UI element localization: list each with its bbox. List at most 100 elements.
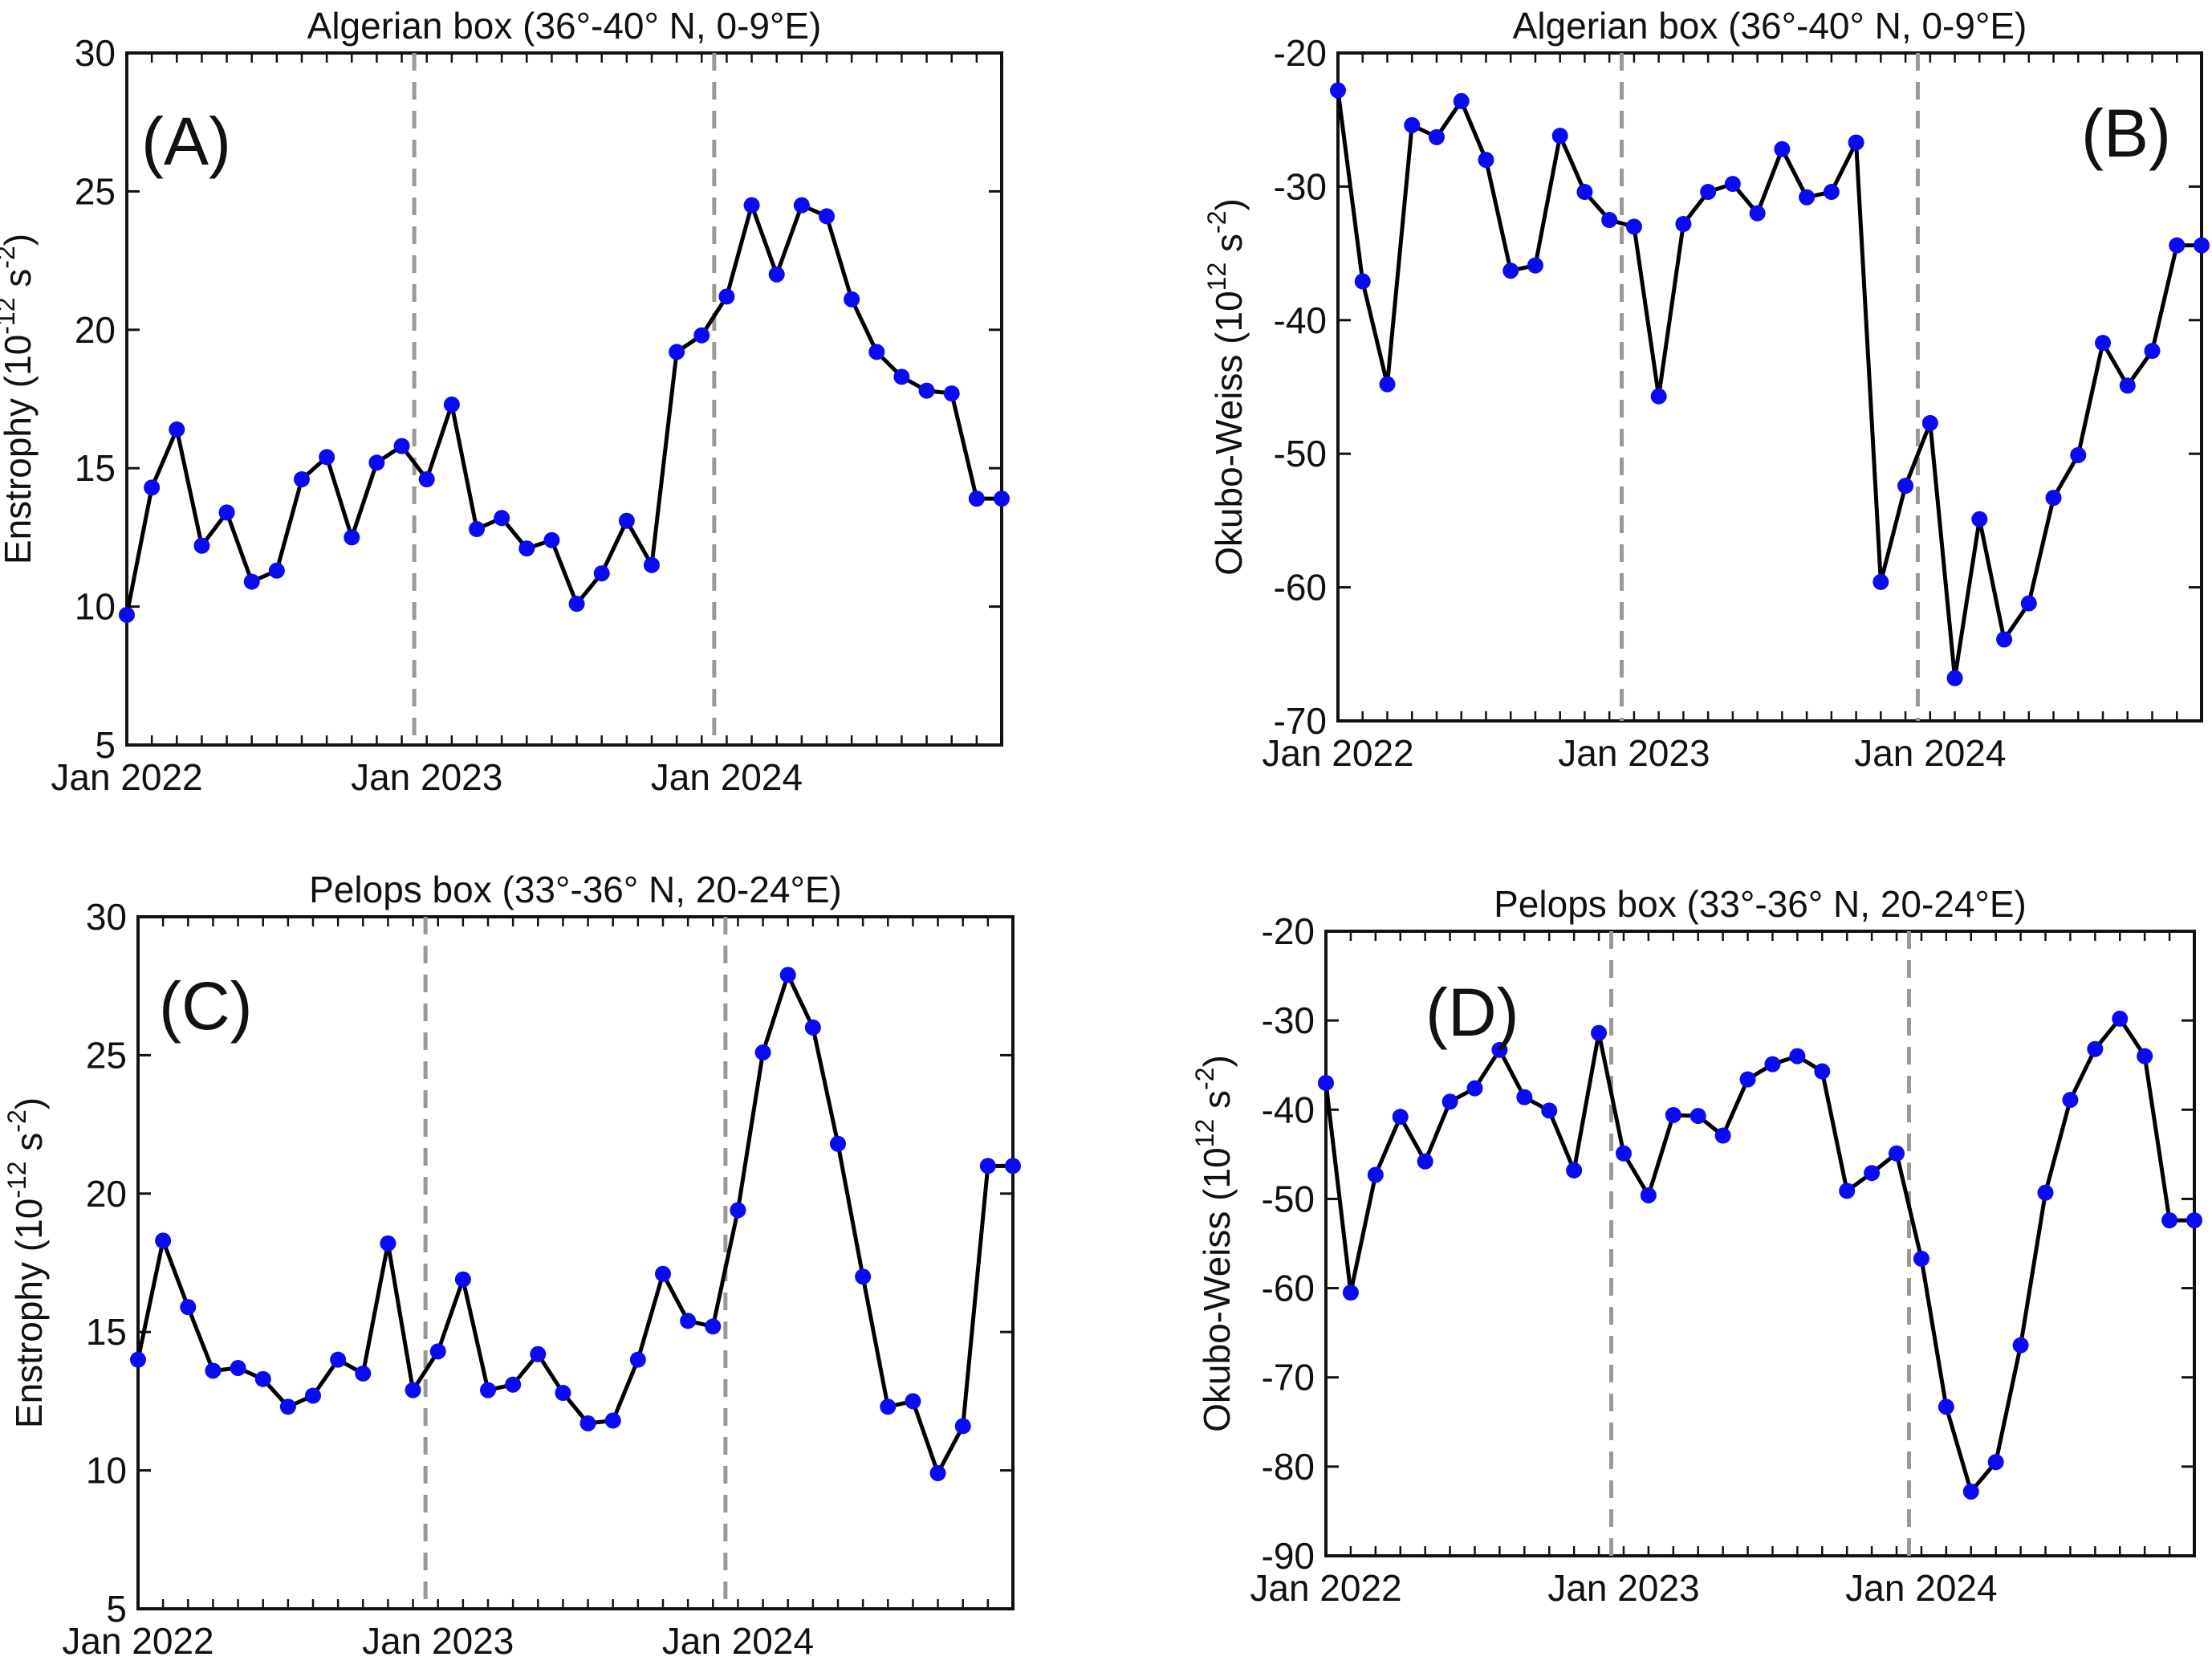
data-point — [2020, 595, 2037, 612]
axes-frame — [1324, 930, 2196, 1557]
data-point — [1872, 573, 1889, 590]
data-point — [243, 573, 260, 590]
data-point — [693, 327, 710, 344]
y-tick-label: -70 — [1262, 1357, 1315, 1398]
panel-label: (A) — [141, 104, 231, 179]
data-point — [393, 438, 410, 454]
panel-d: Pelops box (33°-36° N, 20-24°E) -90 -80 -70… — [1190, 883, 2202, 1609]
data-point — [268, 562, 285, 579]
data-point — [1764, 1056, 1781, 1073]
data-point — [2137, 1048, 2153, 1065]
x-tick-label: Jan 2024 — [651, 756, 803, 798]
axes-frame — [1336, 51, 2203, 723]
data-point — [943, 385, 960, 402]
data-point — [1478, 152, 1494, 169]
data-point — [1987, 1454, 2004, 1471]
y-axis-label: Okubo-Weiss (1012 s-2) — [1190, 1055, 1238, 1432]
y-tick-label: -40 — [1262, 1089, 1315, 1130]
data-point — [543, 531, 560, 548]
data-point — [2194, 237, 2210, 254]
data-point — [1814, 1063, 1831, 1080]
y-tick-label: -30 — [1274, 165, 1327, 207]
series-line — [1336, 90, 2202, 681]
data-point — [2119, 377, 2136, 394]
data-point — [443, 396, 460, 413]
series-line — [124, 203, 1002, 616]
y-axis-label-part: ) — [0, 234, 39, 246]
chart-title: Pelops box (33°-36° N, 20-24°E) — [1494, 883, 2027, 925]
data-point — [380, 1235, 396, 1252]
y-axis-label-part: ) — [8, 1097, 50, 1109]
x-tick-label: Jan 2024 — [662, 1620, 814, 1662]
data-point — [893, 368, 910, 385]
chart-title: Algerian box (36°-40° N, 0-9°E) — [1513, 5, 2027, 47]
data-point — [355, 1365, 372, 1382]
y-axis-label: Enstrophy (10-12 s-2) — [2, 1097, 50, 1428]
data-point — [1392, 1109, 1409, 1126]
y-axis-label-part: -2 — [2, 1109, 31, 1132]
data-point — [655, 1265, 671, 1282]
data-point — [1938, 1398, 1954, 1415]
data-point — [330, 1351, 347, 1368]
data-point — [2087, 1040, 2104, 1057]
data-point — [2037, 1184, 2054, 1201]
data-point — [2144, 343, 2161, 360]
y-tick-label: 25 — [86, 1034, 127, 1076]
data-point — [279, 1398, 296, 1415]
data-point — [144, 479, 161, 496]
data-point — [1749, 205, 1766, 222]
data-point — [730, 1202, 746, 1219]
y-tick-label: -70 — [1274, 700, 1327, 742]
panel-label: (D) — [1425, 975, 1519, 1050]
y-tick-label: 20 — [75, 309, 116, 351]
data-point — [368, 454, 385, 471]
data-point — [2112, 1010, 2129, 1027]
data-point — [680, 1313, 697, 1329]
y-tick-label: -60 — [1274, 567, 1327, 609]
data-point — [494, 510, 510, 527]
data-point — [1962, 1483, 1979, 1500]
y-axis-label-part: -12 — [0, 297, 20, 334]
y-axis-label-part: ) — [1208, 198, 1250, 210]
data-point — [1665, 1106, 1681, 1123]
data-point — [480, 1382, 496, 1398]
data-point — [1551, 128, 1568, 145]
data-point — [205, 1362, 222, 1379]
data-point — [530, 1345, 547, 1362]
data-point — [1591, 1024, 1608, 1041]
data-point — [2169, 237, 2186, 254]
data-point — [618, 512, 635, 529]
data-point — [880, 1398, 897, 1415]
data-point — [1367, 1166, 1384, 1183]
y-axis-label-part: Enstrophy (10 — [8, 1199, 50, 1428]
data-point — [1724, 176, 1741, 193]
data-point — [705, 1318, 722, 1335]
x-tick-label: Jan 2022 — [1262, 732, 1413, 774]
data-point — [1576, 184, 1593, 201]
data-point — [1996, 631, 2013, 648]
data-point — [2045, 490, 2062, 507]
y-tick-label: 20 — [86, 1173, 127, 1215]
y-axis-label: Enstrophy (10-12 s-2) — [0, 234, 39, 564]
data-point — [1650, 388, 1667, 405]
data-point — [1864, 1165, 1881, 1182]
data-point — [230, 1360, 246, 1377]
data-point — [505, 1376, 522, 1393]
data-point — [454, 1271, 471, 1288]
data-point — [954, 1418, 971, 1435]
data-point — [929, 1465, 946, 1482]
y-tick-label: -50 — [1262, 1178, 1315, 1219]
data-point — [1675, 215, 1692, 232]
data-point — [469, 521, 485, 538]
panel-a: Algerian box (36°-40° N, 0-9°E) 5 10 15 20 25… — [0, 5, 1010, 798]
data-point — [1823, 184, 1840, 201]
data-point — [169, 421, 185, 438]
chart-title: Algerian box (36°-40° N, 0-9°E) — [307, 5, 822, 47]
data-point — [119, 606, 135, 623]
x-tick-label: Jan 2022 — [62, 1620, 213, 1662]
data-point — [1318, 1074, 1334, 1091]
data-point — [1453, 92, 1470, 109]
data-point — [1700, 184, 1717, 201]
data-point — [2062, 1092, 2079, 1109]
data-point — [1428, 128, 1445, 145]
